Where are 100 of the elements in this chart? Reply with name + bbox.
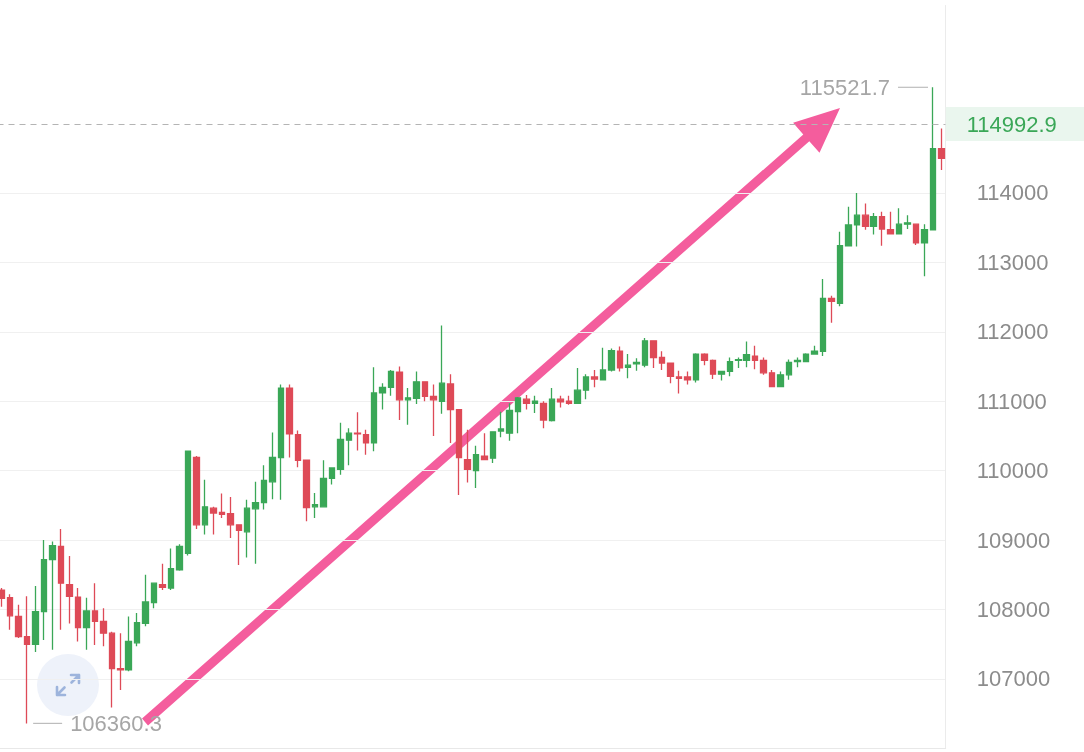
candlestick — [74, 587, 82, 643]
candlestick — [412, 370, 421, 405]
candlestick — [336, 422, 345, 476]
y-tick-label: 108000 — [976, 597, 1051, 623]
candlestick — [260, 464, 268, 511]
candlestick — [768, 369, 776, 389]
candlestick — [91, 582, 99, 646]
candlestick — [497, 411, 505, 438]
candlestick — [328, 467, 336, 486]
candlestick — [658, 350, 666, 371]
candlestick — [31, 585, 40, 653]
candlestick — [819, 278, 827, 357]
candlestick — [802, 352, 810, 364]
candlestick — [6, 593, 14, 631]
candlestick — [692, 352, 700, 384]
candlestick — [827, 295, 836, 324]
candlestick — [48, 540, 57, 651]
candlestick — [836, 231, 844, 307]
candlestick — [785, 358, 793, 381]
candlestick — [810, 345, 819, 356]
candlestick — [395, 365, 404, 421]
candlestick — [209, 506, 218, 536]
candlestick — [472, 445, 480, 489]
candlestick — [463, 429, 472, 484]
candlestick — [632, 357, 641, 372]
candlestick — [82, 597, 91, 651]
candlestick — [353, 411, 362, 452]
candlestick — [251, 481, 260, 565]
y-tick-label: 114000 — [976, 180, 1049, 206]
candlestick — [616, 345, 624, 373]
annotation: 106360.3 — [70, 710, 162, 736]
candlestick — [285, 383, 294, 459]
candlestick — [853, 192, 861, 248]
candlestick — [40, 539, 48, 641]
candlestick — [345, 427, 353, 466]
candlestick — [878, 211, 886, 247]
candlestick — [124, 615, 133, 672]
candlestick — [861, 202, 870, 231]
candlestick — [404, 387, 412, 426]
y-tick-label: 110000 — [976, 458, 1049, 484]
candlestick — [319, 459, 328, 509]
candlestick — [844, 206, 853, 248]
candlestick — [776, 370, 785, 389]
y-tick-label: 113000 — [976, 249, 1049, 275]
candlestick — [243, 499, 251, 559]
candlestick — [903, 214, 912, 230]
y-tick-label: 111000 — [976, 388, 1047, 414]
candlestick — [311, 492, 319, 519]
candlestick — [116, 632, 125, 691]
candlestick — [184, 449, 192, 557]
candlestick — [421, 381, 429, 402]
candlestick — [793, 356, 802, 368]
candlestick — [624, 353, 632, 379]
candlestick — [895, 207, 903, 236]
ref-line-label: 114992.9 — [966, 111, 1057, 137]
candlestick — [192, 455, 201, 530]
candlestick — [201, 479, 209, 536]
candlestick — [99, 607, 108, 647]
y-tick-label: 109000 — [976, 527, 1051, 553]
candlestick — [150, 582, 158, 609]
candlestick — [573, 367, 582, 405]
candlestick — [175, 543, 184, 572]
annotation: 115521.7 — [799, 74, 890, 100]
candlestick — [937, 127, 946, 171]
candlestick — [607, 347, 616, 373]
candlestick — [717, 370, 726, 382]
candlestick — [268, 431, 277, 500]
candlestick — [141, 574, 150, 627]
candlestick — [108, 631, 116, 709]
candlestick — [133, 612, 141, 647]
candlestick — [929, 86, 937, 232]
candlestick — [455, 408, 463, 496]
candlestick — [480, 432, 489, 461]
candlestick — [378, 382, 387, 411]
candlestick — [362, 429, 370, 456]
candlestick — [582, 373, 590, 400]
candlestick — [0, 587, 6, 608]
candlestick — [539, 400, 548, 429]
candlestick — [565, 395, 573, 406]
candlestick — [489, 431, 497, 464]
candlestick — [920, 223, 929, 277]
candlestick — [666, 362, 675, 384]
candlestick — [590, 369, 599, 389]
candlestick — [218, 492, 226, 519]
candlestick — [726, 356, 734, 377]
candlestick — [294, 429, 302, 468]
candlestick — [302, 459, 311, 523]
candlestick — [556, 395, 565, 409]
candlestick — [675, 370, 683, 395]
candlestick — [370, 366, 378, 452]
candlestick — [514, 396, 522, 434]
candlestick — [226, 496, 235, 539]
candlestick — [277, 383, 285, 501]
candlestick — [548, 387, 556, 423]
candlestick — [65, 555, 74, 625]
candlestick — [709, 358, 717, 380]
candlestick — [438, 324, 446, 415]
candlestick — [759, 356, 768, 376]
candlestick — [158, 563, 167, 591]
candlestick — [599, 347, 607, 382]
